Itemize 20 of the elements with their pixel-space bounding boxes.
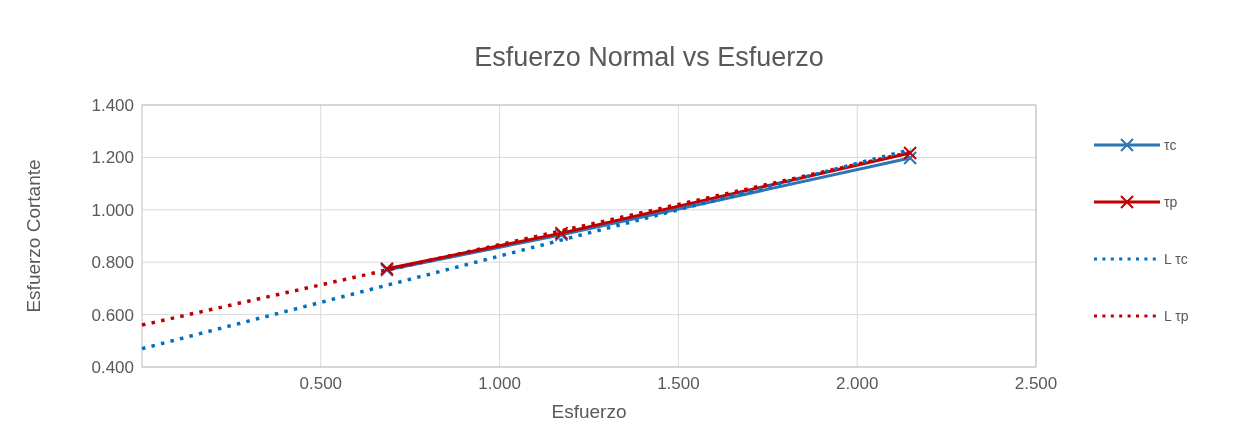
legend-label: τc (1164, 137, 1177, 153)
legend-label: L τp (1164, 308, 1189, 324)
legend-label: τp (1164, 194, 1178, 210)
x-tick-label: 1.000 (478, 374, 521, 393)
y-tick-label: 1.000 (91, 200, 134, 220)
y-axis-title: Esfuerzo Cortante (23, 159, 44, 313)
y-tick-label: 1.200 (91, 148, 134, 168)
y-tick-label: 0.400 (91, 358, 134, 377)
x-tick-label: 0.500 (299, 374, 343, 393)
point (903, 150, 918, 165)
y-tick-label: 1.400 (91, 96, 134, 115)
x-axis-title: Esfuerzo (551, 401, 627, 422)
legend-label: L τc (1164, 251, 1188, 267)
chart-title: Esfuerzo Normal vs Esfuerzo (474, 42, 824, 72)
y-tick-label: 0.800 (91, 253, 134, 273)
x-tick-label: 2.000 (835, 374, 879, 393)
x-tick-label: 2.500 (1014, 374, 1058, 393)
y-tick-label: 0.600 (91, 305, 134, 325)
point (903, 145, 918, 160)
x-tick-label: 1.500 (657, 374, 700, 393)
